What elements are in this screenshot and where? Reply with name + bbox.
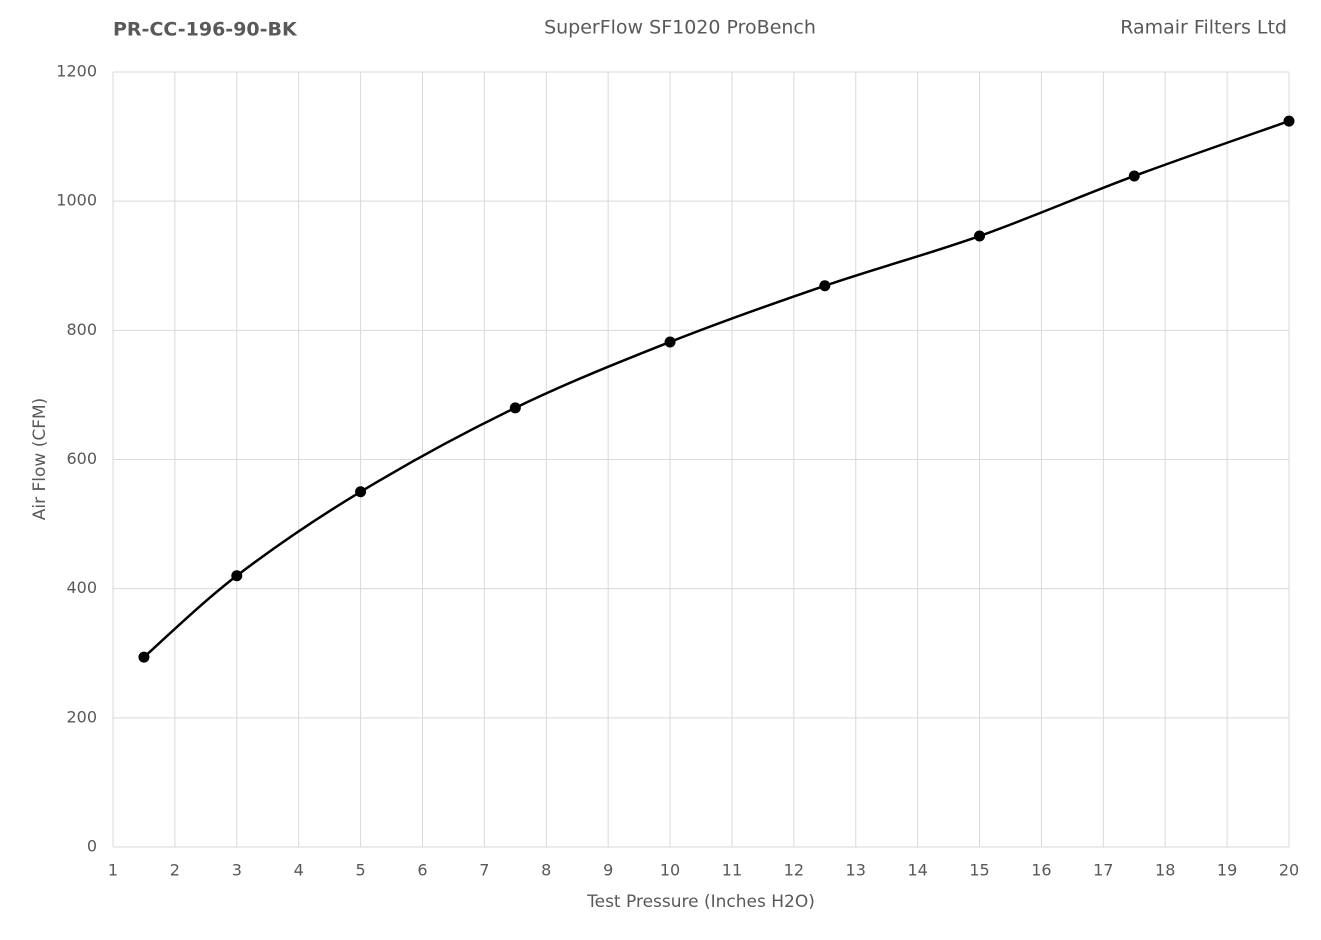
- y-tick-label: 1200: [56, 62, 97, 81]
- x-tick-label: 12: [784, 861, 804, 880]
- x-tick-label: 14: [907, 861, 927, 880]
- x-tick-label: 15: [969, 861, 989, 880]
- y-tick-label: 200: [66, 707, 97, 726]
- left-title: PR-CC-196-90-BK: [113, 19, 298, 41]
- y-tick-label: 1000: [56, 191, 97, 210]
- x-tick-label: 9: [603, 861, 613, 880]
- y-tick-label: 0: [87, 837, 97, 856]
- data-point: [231, 570, 243, 582]
- data-point: [509, 402, 521, 414]
- x-tick-label: 11: [722, 861, 742, 880]
- data-point: [819, 280, 831, 292]
- x-axis-label: Test Pressure (Inches H2O): [586, 892, 815, 912]
- x-tick-label: 10: [660, 861, 680, 880]
- x-tick-label: 18: [1155, 861, 1175, 880]
- data-point: [664, 336, 676, 348]
- x-tick-label: 4: [294, 861, 304, 880]
- x-tick-label: 7: [479, 861, 489, 880]
- x-tick-label: 20: [1279, 861, 1299, 880]
- x-tick-label: 13: [846, 861, 866, 880]
- data-point: [355, 486, 367, 498]
- x-tick-label: 3: [232, 861, 242, 880]
- y-tick-label: 600: [66, 449, 97, 468]
- data-point: [1283, 115, 1295, 127]
- data-point: [138, 651, 150, 663]
- y-tick-label: 400: [66, 578, 97, 597]
- x-tick-label: 17: [1093, 861, 1113, 880]
- x-tick-label: 5: [355, 861, 365, 880]
- data-point: [974, 230, 986, 242]
- x-tick-label: 2: [170, 861, 180, 880]
- data-point: [1128, 170, 1140, 182]
- x-tick-label: 16: [1031, 861, 1051, 880]
- x-tick-label: 8: [541, 861, 551, 880]
- chart-title: SuperFlow SF1020 ProBench: [544, 17, 816, 39]
- right-title: Ramair Filters Ltd: [1120, 17, 1287, 39]
- x-tick-label: 6: [417, 861, 427, 880]
- x-tick-label: 1: [108, 861, 118, 880]
- y-tick-label: 800: [66, 320, 97, 339]
- y-axis-label: Air Flow (CFM): [30, 398, 50, 521]
- x-tick-label: 19: [1217, 861, 1237, 880]
